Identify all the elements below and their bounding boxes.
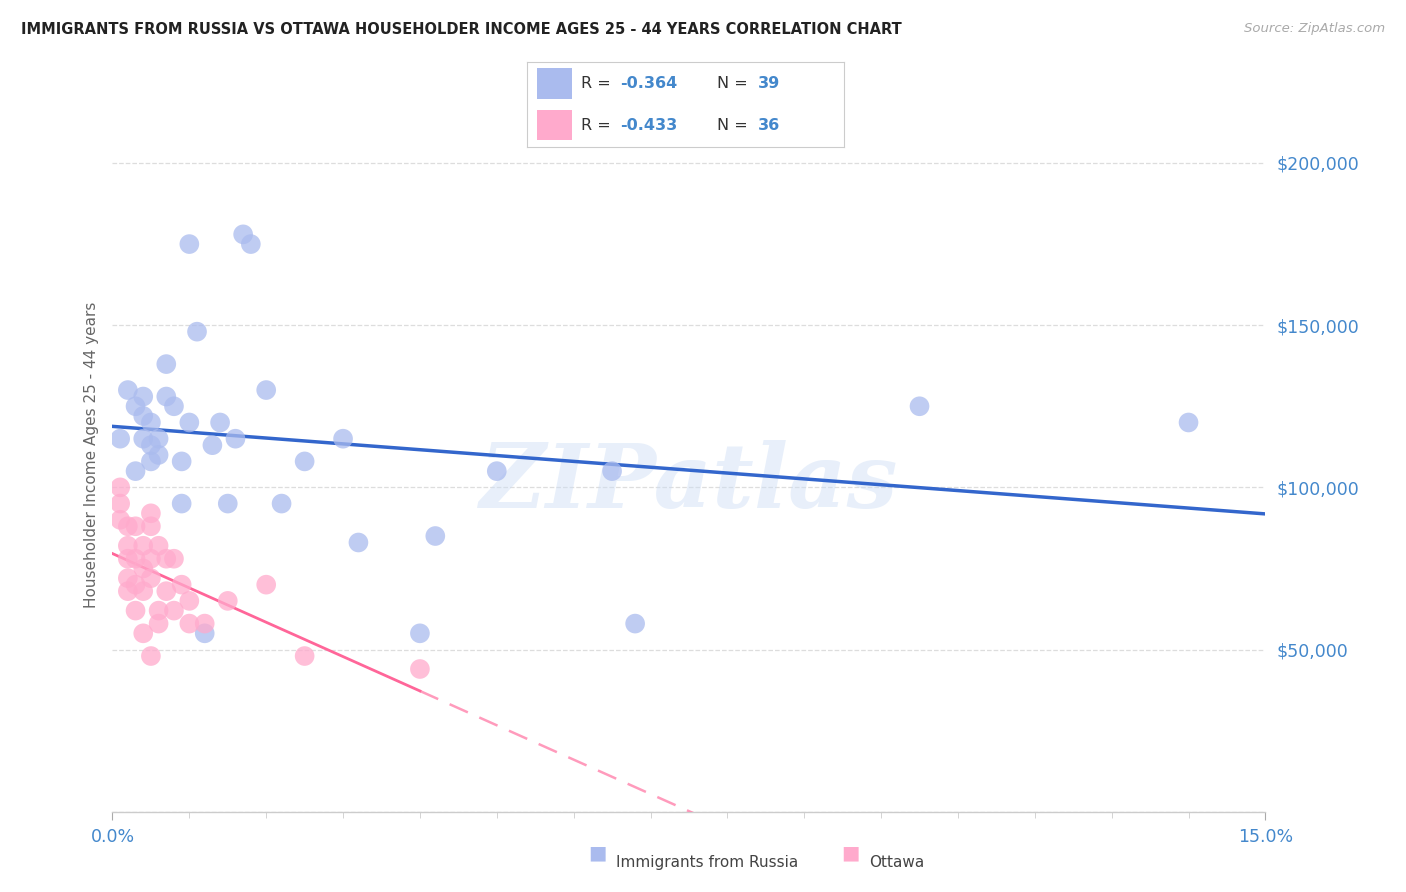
Point bbox=[179, 616, 201, 631]
Text: -0.433: -0.433 bbox=[620, 118, 678, 133]
Point bbox=[163, 551, 186, 566]
Text: Source: ZipAtlas.com: Source: ZipAtlas.com bbox=[1244, 22, 1385, 36]
Point bbox=[132, 409, 155, 423]
Text: -0.364: -0.364 bbox=[620, 76, 678, 91]
Point bbox=[148, 616, 170, 631]
Point bbox=[179, 416, 201, 430]
Point bbox=[186, 325, 208, 339]
Point bbox=[132, 584, 155, 599]
Point bbox=[124, 604, 146, 618]
Point bbox=[624, 616, 647, 631]
Point bbox=[170, 454, 193, 468]
Point bbox=[270, 497, 292, 511]
Point bbox=[232, 227, 254, 242]
Point bbox=[194, 626, 217, 640]
Point bbox=[163, 399, 186, 413]
Point bbox=[254, 383, 277, 397]
Point bbox=[108, 480, 131, 494]
Point bbox=[139, 416, 162, 430]
Text: R =: R = bbox=[581, 76, 616, 91]
Point bbox=[124, 519, 146, 533]
Point bbox=[155, 390, 177, 404]
Text: Ottawa: Ottawa bbox=[869, 855, 924, 870]
Point bbox=[117, 584, 139, 599]
Text: 39: 39 bbox=[758, 76, 780, 91]
Point bbox=[117, 383, 139, 397]
Point bbox=[217, 497, 239, 511]
Point bbox=[117, 571, 139, 585]
Point bbox=[600, 464, 623, 478]
Point bbox=[217, 594, 239, 608]
Text: R =: R = bbox=[581, 118, 616, 133]
Point bbox=[194, 616, 217, 631]
Text: N =: N = bbox=[717, 118, 754, 133]
Point bbox=[148, 432, 170, 446]
Point bbox=[132, 561, 155, 575]
Point bbox=[1177, 416, 1199, 430]
Text: ■: ■ bbox=[588, 844, 607, 863]
Text: ■: ■ bbox=[841, 844, 860, 863]
Point bbox=[139, 551, 162, 566]
Point bbox=[139, 519, 162, 533]
Point bbox=[209, 416, 232, 430]
Point bbox=[148, 539, 170, 553]
Point bbox=[148, 448, 170, 462]
Point bbox=[124, 551, 146, 566]
Point bbox=[148, 604, 170, 618]
Point bbox=[155, 584, 177, 599]
Point bbox=[485, 464, 508, 478]
Point bbox=[201, 438, 224, 452]
Y-axis label: Householder Income Ages 25 - 44 years: Householder Income Ages 25 - 44 years bbox=[83, 301, 98, 608]
Point bbox=[132, 432, 155, 446]
Text: 36: 36 bbox=[758, 118, 780, 133]
Text: IMMIGRANTS FROM RUSSIA VS OTTAWA HOUSEHOLDER INCOME AGES 25 - 44 YEARS CORRELATI: IMMIGRANTS FROM RUSSIA VS OTTAWA HOUSEHO… bbox=[21, 22, 901, 37]
Point bbox=[254, 577, 277, 591]
Point bbox=[124, 399, 146, 413]
Point bbox=[139, 506, 162, 520]
Point bbox=[139, 438, 162, 452]
Point bbox=[132, 626, 155, 640]
Point bbox=[108, 513, 131, 527]
Point bbox=[108, 497, 131, 511]
Point bbox=[108, 432, 131, 446]
Point bbox=[139, 648, 162, 663]
Point bbox=[409, 662, 432, 676]
Point bbox=[332, 432, 354, 446]
Point bbox=[409, 626, 432, 640]
Text: Immigrants from Russia: Immigrants from Russia bbox=[616, 855, 799, 870]
Point bbox=[124, 577, 146, 591]
Point bbox=[117, 539, 139, 553]
Point bbox=[179, 237, 201, 252]
Point bbox=[239, 237, 262, 252]
Point bbox=[117, 551, 139, 566]
Point bbox=[132, 390, 155, 404]
Point bbox=[139, 454, 162, 468]
Point bbox=[347, 535, 370, 549]
Text: ZIPatlas: ZIPatlas bbox=[481, 441, 897, 526]
Point bbox=[179, 594, 201, 608]
Point bbox=[294, 454, 316, 468]
Bar bbox=[537, 69, 571, 99]
Point bbox=[294, 648, 316, 663]
Bar bbox=[537, 110, 571, 140]
Point bbox=[908, 399, 931, 413]
Point bbox=[170, 497, 193, 511]
Point bbox=[170, 577, 193, 591]
Point bbox=[425, 529, 447, 543]
Text: N =: N = bbox=[717, 76, 754, 91]
Point bbox=[117, 519, 139, 533]
Point bbox=[155, 357, 177, 371]
Point bbox=[132, 539, 155, 553]
Point bbox=[124, 464, 146, 478]
Point bbox=[224, 432, 246, 446]
Point bbox=[155, 551, 177, 566]
Point bbox=[139, 571, 162, 585]
Point bbox=[163, 604, 186, 618]
